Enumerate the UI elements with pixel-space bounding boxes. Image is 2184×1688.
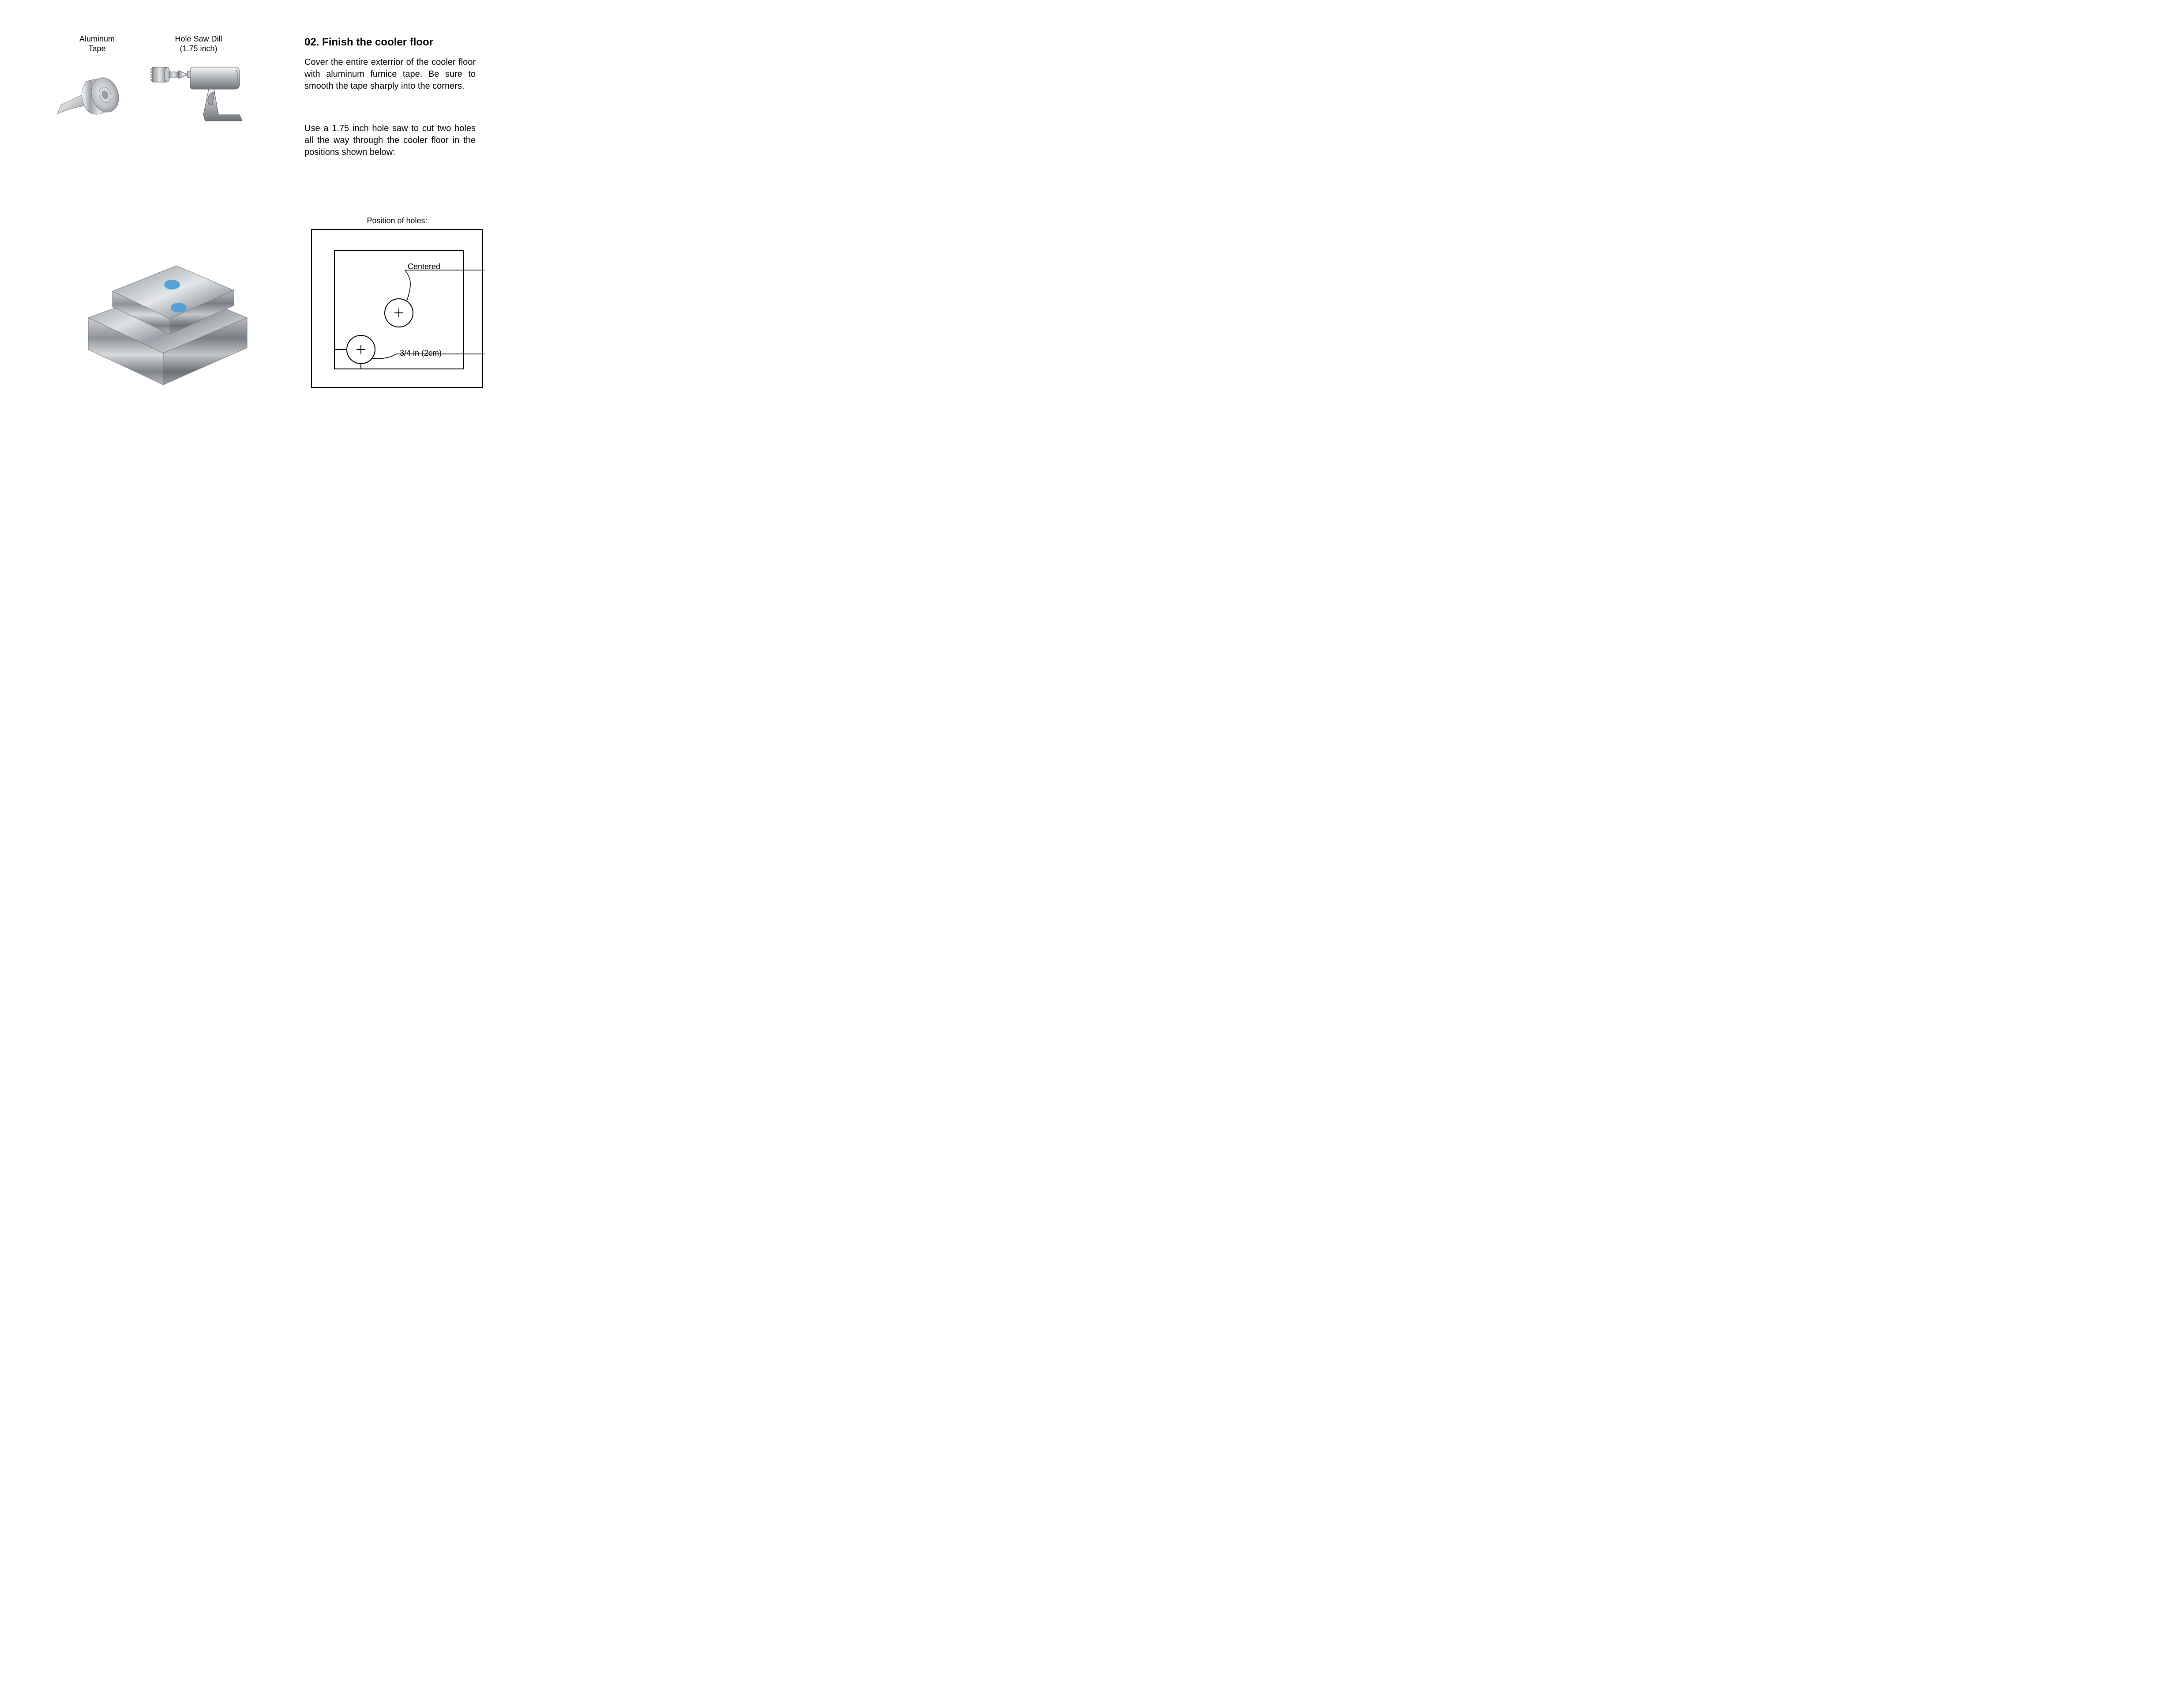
diagram-title: Position of holes: xyxy=(309,216,485,226)
tape-label: Aluminum Tape xyxy=(62,34,132,53)
drill-label: Hole Saw Dill (1.75 inch) xyxy=(150,34,247,53)
annot-centered: Centered xyxy=(408,262,440,271)
tape-icon xyxy=(53,66,128,128)
holes-diagram xyxy=(309,227,485,390)
cooler-floor-icon xyxy=(71,238,256,388)
tape-label-line2: Tape xyxy=(88,44,105,53)
drill-label-line2: (1.75 inch) xyxy=(180,44,217,53)
annot-dim: 3/4 in (2cm) xyxy=(400,349,442,358)
step-para1: Cover the entire exterrior of the cooler… xyxy=(304,56,476,92)
step-para2: Use a 1.75 inch hole saw to cut two hole… xyxy=(304,123,476,158)
step-heading: 02. Finish the cooler floor xyxy=(304,36,490,49)
drill-label-line1: Hole Saw Dill xyxy=(175,34,222,43)
tape-label-line1: Aluminum xyxy=(79,34,115,43)
drill-icon xyxy=(148,57,249,137)
